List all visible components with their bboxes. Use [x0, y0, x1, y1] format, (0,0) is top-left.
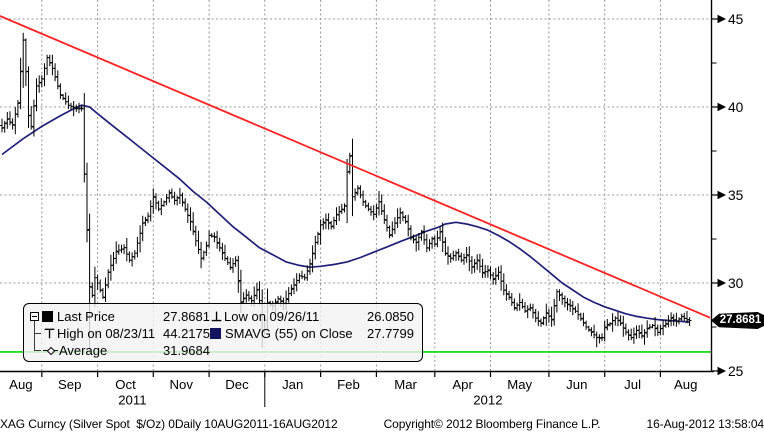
last-price-axis-tag: 27.8681	[711, 312, 764, 329]
svg-text:Feb: Feb	[337, 377, 360, 392]
svg-text:Apr: Apr	[452, 377, 473, 392]
tick-arrow-icon	[717, 190, 726, 200]
average-marker-icon	[43, 346, 58, 355]
tick-arrow-icon	[717, 366, 726, 376]
svg-text:2012: 2012	[473, 393, 502, 408]
legend-row-average: Average 31.9684	[30, 342, 210, 359]
legend-label-last-price: Last Price	[57, 309, 115, 324]
y-axis-labels: 45 40 35 30 25	[711, 12, 744, 379]
legend-value-average: 31.9684	[163, 343, 210, 358]
svg-text:May: May	[507, 377, 532, 392]
legend-row-high: ⊤ High on 08/23/11 44.2175	[30, 325, 210, 342]
tick-arrow-icon	[717, 278, 726, 288]
svg-text:Jan: Jan	[282, 377, 303, 392]
legend-value-last-price: 27.8681	[163, 309, 210, 324]
svg-text:Jul: Jul	[624, 377, 641, 392]
legend-label-average: Average	[59, 343, 108, 358]
svg-text:Jun: Jun	[566, 377, 587, 392]
svg-text:Sep: Sep	[58, 377, 81, 392]
ohlc-bars	[0, 32, 692, 352]
high-marker-icon: ⊤	[43, 325, 56, 341]
trendline[interactable]	[0, 15, 711, 319]
legend-box[interactable]: Last Price 27.8681 ⊤ High on 08/23/11 44…	[23, 303, 423, 362]
svg-text:Aug: Aug	[9, 377, 32, 392]
timestamp: 16-Aug-2012 13:58:04	[646, 416, 764, 431]
legend-row-last-price: Last Price 27.8681	[30, 308, 210, 325]
x-axis-labels: Aug Sep Oct Nov Dec Jan Feb Mar Apr May Jun Jul Aug 2…	[9, 377, 697, 408]
svg-text:30: 30	[728, 276, 744, 291]
svg-text:2011: 2011	[118, 393, 146, 408]
svg-text:25: 25	[728, 364, 744, 379]
legend-left-column: Last Price 27.8681 ⊤ High on 08/23/11 44…	[30, 308, 210, 361]
legend-value-smavg: 27.7799	[367, 326, 414, 341]
svg-text:40: 40	[728, 100, 744, 115]
svg-text:Nov: Nov	[169, 377, 193, 392]
instrument-description: XAG Curncy (Silver Spot $/Oz) 0Daily 10A…	[0, 416, 338, 431]
legend-row-low: ⊥ Low on 09/26/11 26.0850	[210, 308, 414, 325]
copyright-text: Copyright© 2012 Bloomberg Finance L.P.	[383, 416, 601, 431]
collapse-toggle-icon[interactable]	[30, 312, 39, 321]
axes	[0, 0, 714, 407]
legend-row-smavg: SMAVG (55) on Close 27.7799	[210, 325, 414, 342]
low-marker-icon: ⊥	[210, 308, 223, 324]
legend-value-low: 26.0850	[367, 309, 414, 324]
legend-label-high: High on 08/23/11	[57, 326, 156, 341]
svg-text:Dec: Dec	[225, 377, 249, 392]
tick-arrow-icon	[717, 14, 726, 24]
svg-text:Oct: Oct	[115, 377, 136, 392]
last-price-swatch-icon	[42, 311, 53, 322]
svg-text:Mar: Mar	[394, 377, 417, 392]
tick-arrow-icon	[717, 102, 726, 112]
status-bar: XAG Curncy (Silver Spot $/Oz) 0Daily 10A…	[0, 414, 764, 433]
legend-value-high: 44.2175	[163, 326, 210, 341]
svg-text:Aug: Aug	[674, 377, 697, 392]
smavg-line	[1, 104, 690, 323]
legend-label-low: Low on 09/26/11	[224, 309, 320, 324]
svg-text:45: 45	[728, 12, 744, 27]
legend-right-column: ⊥ Low on 09/26/11 26.0850 SMAVG (55) on …	[210, 308, 414, 361]
svg-text:35: 35	[728, 188, 744, 203]
legend-label-smavg: SMAVG (55) on Close	[225, 326, 353, 341]
smavg-swatch-icon	[210, 328, 221, 339]
